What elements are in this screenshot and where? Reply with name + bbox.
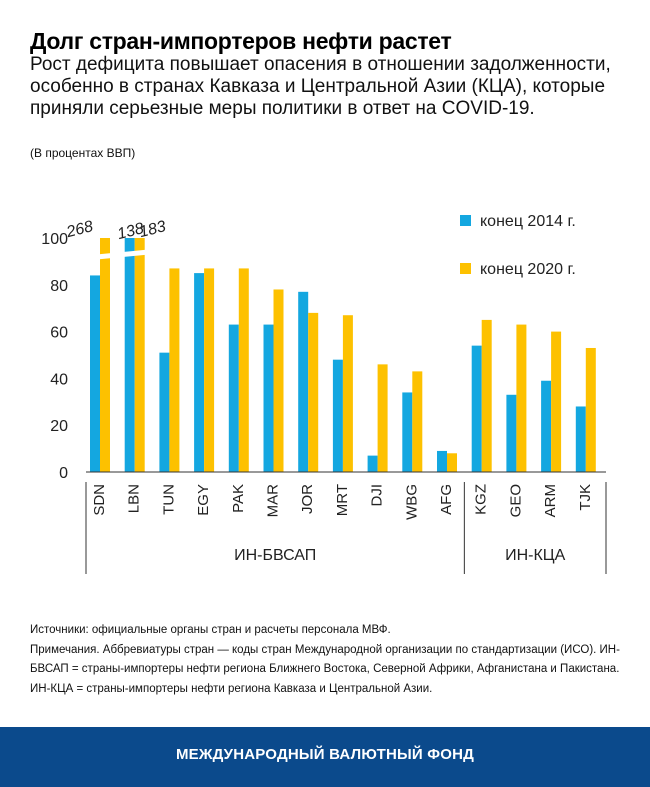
- bar-2020-kgz: [481, 319, 492, 472]
- bar-2014-geo: [506, 394, 517, 472]
- bar-2020-egy: [204, 268, 215, 472]
- x-tick-label: ARM: [542, 484, 559, 517]
- bar-2020-dji: [377, 364, 388, 472]
- axis-break-mark: [85, 249, 149, 261]
- x-tick-label: PAK: [230, 484, 247, 513]
- x-tick-label: TUN: [160, 484, 177, 515]
- y-tick-label: 40: [50, 371, 68, 388]
- bar-2020-mar: [273, 289, 284, 472]
- bar-2020-mrt: [342, 315, 353, 472]
- x-tick-label: GEO: [507, 484, 524, 517]
- bar-2020-lbn: [134, 238, 145, 472]
- bar-2014-sdn: [90, 275, 100, 472]
- truncated-value-label: 268: [64, 218, 95, 241]
- bar-2020-arm: [551, 331, 562, 472]
- y-tick-label: 60: [50, 325, 68, 342]
- bar-2020-jor: [308, 312, 319, 472]
- y-tick-label: 0: [59, 465, 68, 482]
- bar-2020-pak: [238, 268, 249, 472]
- bar-2020-afg: [447, 453, 457, 472]
- bar-2014-egy: [194, 273, 205, 472]
- legend-swatch: [460, 263, 471, 274]
- notes-block: Источники: официальные органы стран и ра…: [30, 621, 630, 699]
- chart-subtitle: Рост дефицита повышает опасения в отноше…: [30, 54, 611, 119]
- bar-2014-dji: [367, 455, 378, 472]
- bar-2014-kgz: [471, 345, 482, 472]
- x-tick-label: MRT: [334, 484, 351, 516]
- truncated-value-label: 138: [116, 220, 146, 243]
- group-label: ИН-КЦА: [505, 547, 566, 564]
- bar-2020-sdn: [100, 238, 110, 472]
- x-tick-label: MAR: [265, 484, 282, 518]
- x-tick-label: DJI: [369, 484, 386, 507]
- group-label: ИН-БВСАП: [234, 547, 316, 564]
- bar-2020-tjk: [585, 347, 596, 472]
- bar-2014-afg: [437, 450, 447, 472]
- bar-2020-geo: [516, 324, 527, 472]
- bar-2014-mar: [263, 324, 274, 472]
- bar-2014-tjk: [575, 406, 586, 472]
- bar-2014-jor: [298, 291, 309, 472]
- x-tick-label: TJK: [577, 484, 594, 511]
- x-tick-label: EGY: [195, 484, 212, 516]
- y-tick-label: 20: [50, 418, 68, 435]
- legend-label: конец 2014 г.: [480, 213, 576, 230]
- remarks-note: Примечания. Аббревиатуры стран — коды ст…: [30, 643, 620, 695]
- bar-2014-mrt: [332, 359, 343, 472]
- bar-2020-wbg: [412, 371, 423, 472]
- x-tick-label: KGZ: [473, 484, 490, 515]
- x-tick-label: JOR: [299, 484, 316, 514]
- bar-2014-pak: [228, 324, 239, 472]
- x-tick-label: LBN: [126, 484, 143, 513]
- sources-note: Источники: официальные органы стран и ра…: [30, 624, 391, 636]
- bar-2014-tun: [159, 352, 170, 472]
- legend-label: конец 2020 г.: [480, 261, 576, 278]
- chart-title: Долг стран-импортеров нефти растет: [30, 28, 452, 54]
- units-label: (В процентах ВВП): [30, 146, 136, 160]
- bar-2020-tun: [169, 268, 180, 472]
- y-tick-label: 100: [41, 231, 68, 248]
- truncated-value-label: 183: [138, 218, 168, 241]
- x-tick-label: WBG: [403, 484, 420, 520]
- footer-banner: МЕЖДУНАРОДНЫЙ ВАЛЮТНЫЙ ФОНД: [0, 727, 650, 787]
- bar-2014-lbn: [124, 238, 135, 472]
- bar-2014-wbg: [402, 392, 413, 472]
- legend-swatch: [460, 215, 471, 226]
- footer-label: МЕЖДУНАРОДНЫЙ ВАЛЮТНЫЙ ФОНД: [175, 746, 475, 763]
- x-tick-label: SDN: [91, 484, 108, 516]
- y-tick-label: 80: [50, 278, 68, 295]
- bar-2014-arm: [541, 380, 552, 472]
- x-tick-label: AFG: [438, 484, 455, 515]
